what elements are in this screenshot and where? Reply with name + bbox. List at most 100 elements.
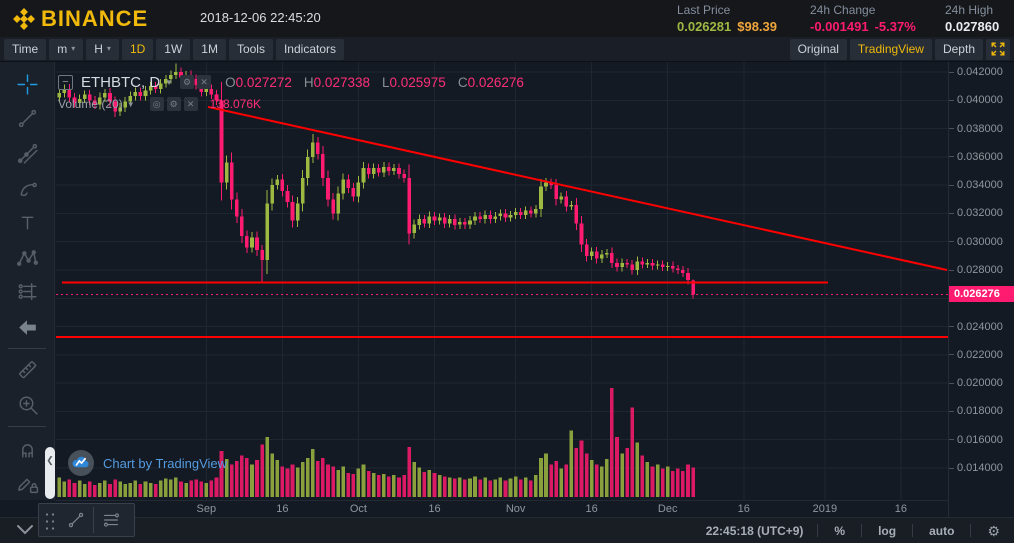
ohlc-o: O0.027272 [225,74,292,90]
interval-button-1w[interactable]: 1W [156,38,191,60]
interval-button-time[interactable]: Time [4,38,47,60]
ruler-tool-button[interactable] [7,353,47,388]
time-tick-label: 16 [276,503,289,515]
price-tick-label: 0.024000 [957,320,1003,333]
forecast-tool-button[interactable] [7,275,47,310]
chevron-down-icon: ▾ [106,44,111,53]
favorite-trend-line-button[interactable] [59,505,93,535]
stat-24h-change: 24h Change -0.001491 -5.37% [810,3,916,35]
price-tick [949,410,954,412]
price-tick-label: 0.036000 [957,150,1003,163]
drawing-lock-tool-button[interactable] [7,465,47,500]
time-tick-label: 2019 [812,503,838,515]
interval-button-indicators[interactable]: Indicators [275,38,344,60]
symbol-title[interactable]: ETHBTC, D [81,73,161,91]
crosshair-icon [16,74,38,95]
price-tick-label: 0.040000 [957,94,1003,107]
crosshair-tool-button[interactable] [7,67,47,102]
gann-fib-tool-button[interactable] [7,136,47,171]
interval-button-m[interactable]: m ▾ [49,38,84,60]
time-tick-label: 16 [737,503,750,515]
xabcd-pattern-tool-button[interactable] [7,240,47,275]
view-button-depth[interactable]: Depth [934,38,983,60]
settings-icon[interactable]: ⚙ [166,97,181,111]
text-tool-button[interactable] [7,205,47,240]
close-icon[interactable]: ✕ [183,97,198,111]
time-axis[interactable]: Sep 16 Oct 16 Nov 16 Dec 16 2019 16 [56,500,948,517]
ohlc-l: L0.025975 [381,74,446,90]
magnet-icon [21,443,33,458]
price-tick [949,439,954,441]
legend-collapse-icon[interactable]: − [58,74,73,90]
stat-last-price: Last Price 0.026281 $98.39 [677,3,777,35]
brand-text: BINANCE [41,6,149,31]
price-tick [949,354,954,356]
price-tick [949,71,954,73]
toolbar-collapse-handle[interactable]: ❮ [45,447,55,499]
stat-label: 24h High [945,3,994,17]
attribution-text[interactable]: Chart by TradingView [103,455,228,471]
brush-tool-button[interactable] [7,171,47,206]
interval-button-1m[interactable]: 1M [193,38,226,60]
arrow-left-tool-button[interactable] [7,309,47,344]
fullscreen-expand-icon [991,42,1005,56]
volume-caret-icon[interactable]: ▼ [126,100,135,109]
price-tick-label: 0.038000 [957,122,1003,135]
arrow-left-icon [18,320,36,335]
visibility-icon[interactable]: ◎ [149,97,164,111]
last-price-value: 0.026281 [677,19,732,34]
drag-handle-icon[interactable] [44,510,56,530]
price-tick-label: 0.018000 [957,405,1003,418]
price-tick-label: 0.020000 [957,377,1003,390]
tradingview-logo-icon [68,450,94,476]
chart-toolbar: Time m ▾ H ▾ 1D 1W 1M Tools Indicators Original Tr… [0,37,1014,62]
axis-toggle-percent[interactable]: % [834,523,846,538]
volume-study-label[interactable]: Volume (20) [58,97,123,111]
horizontal-lines-icon [103,513,120,527]
interval-button-h[interactable]: H ▾ [86,38,119,60]
price-tick-label: 0.030000 [957,235,1003,248]
chart-settings-gear-icon[interactable]: ⚙ [987,522,1000,539]
chart-legend: − ETHBTC, D ▼ ⚙ ✕ O0.027272 H0.027338 L0.02… [58,72,536,113]
zoom-in-icon [18,396,38,415]
chevron-down-icon: ▾ [71,44,76,53]
time-tick-label: 16 [585,503,598,515]
magnet-tool-button[interactable] [7,431,47,466]
interval-button-tools[interactable]: Tools [228,38,273,60]
price-tick [949,184,954,186]
time-tick-label: 16 [428,503,441,515]
binance-logo[interactable]: BINANCE [12,6,148,32]
more-tools-button[interactable] [14,523,36,542]
view-button-original[interactable]: Original [789,38,847,60]
change-percent: -5.37% [874,19,916,34]
zoom-in-tool-button[interactable] [7,387,47,422]
tradingview-attribution[interactable]: Chart by TradingView [68,450,227,476]
price-tick-label: 0.034000 [957,179,1003,192]
close-icon[interactable]: ✕ [197,75,212,89]
settings-icon[interactable]: ⚙ [180,75,195,89]
interval-buttons: Time m ▾ H ▾ 1D 1W 1M Tools Indicators [4,38,344,60]
price-tick-label: 0.042000 [957,66,1003,78]
favorite-horizontal-lines-button[interactable] [94,505,128,535]
price-axis[interactable]: 0.042000 0.040000 0.038000 0.036000 0.034000… [948,62,1014,517]
interval-button-1d[interactable]: 1D [121,38,154,60]
price-tick [949,241,954,243]
binance-diamond-icon [13,8,35,30]
brush-icon [20,182,37,196]
text-icon [21,216,33,230]
view-button-tradingview[interactable]: TradingView [849,38,932,60]
price-tick-label: 0.014000 [957,462,1003,474]
price-tick-label: 0.016000 [957,433,1003,446]
symbol-caret-icon[interactable]: ▼ [165,78,174,87]
axis-toggle-log[interactable]: log [878,523,897,538]
trend-line-tool-button[interactable] [7,102,47,137]
candlestick-chart[interactable] [56,62,948,500]
view-switch-buttons: Original TradingView Depth [789,38,1010,60]
fullscreen-button[interactable] [986,38,1010,60]
axis-toggle-auto[interactable]: auto [929,523,955,538]
ruler-icon [18,361,36,379]
time-tick-label: Nov [505,503,526,515]
volume-readout: 138.076K [209,97,262,111]
separator [970,524,972,537]
